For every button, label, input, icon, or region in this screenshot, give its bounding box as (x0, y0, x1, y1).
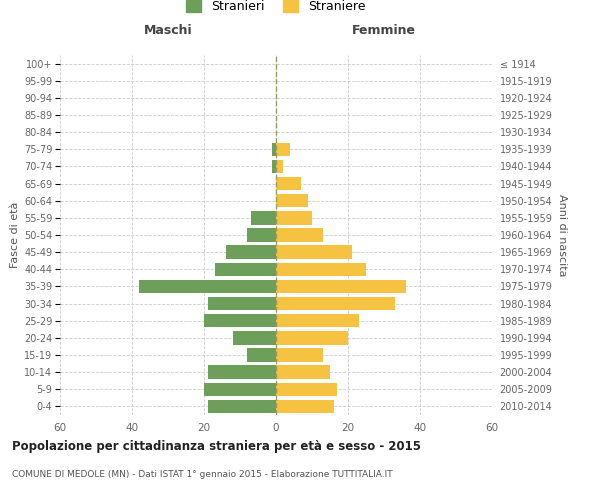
Bar (233, 331, 276, 344)
Bar (276, 211, 312, 224)
Bar (247, 228, 276, 241)
Text: Popolazione per cittadinanza straniera per età e sesso - 2015: Popolazione per cittadinanza straniera p… (12, 440, 421, 453)
Y-axis label: Anni di nascita: Anni di nascita (557, 194, 566, 276)
Bar (276, 280, 406, 293)
Bar (276, 314, 359, 328)
Bar (215, 262, 276, 276)
Bar (276, 160, 283, 173)
Bar (251, 211, 276, 224)
Bar (276, 297, 395, 310)
Bar (208, 400, 276, 413)
Text: Femmine: Femmine (352, 24, 416, 38)
Bar (276, 382, 337, 396)
Bar (139, 280, 276, 293)
Bar (276, 246, 352, 259)
Bar (276, 228, 323, 241)
Bar (276, 142, 290, 156)
Bar (276, 348, 323, 362)
Bar (276, 331, 348, 344)
Bar (208, 366, 276, 379)
Bar (276, 366, 330, 379)
Bar (272, 142, 276, 156)
Bar (204, 314, 276, 328)
Bar (247, 348, 276, 362)
Bar (226, 246, 276, 259)
Bar (276, 194, 308, 207)
Bar (272, 160, 276, 173)
Text: Maschi: Maschi (143, 24, 193, 38)
Y-axis label: Fasce di età: Fasce di età (10, 202, 20, 268)
Bar (276, 262, 366, 276)
Bar (204, 382, 276, 396)
Bar (276, 177, 301, 190)
Legend: Stranieri, Straniere: Stranieri, Straniere (182, 0, 370, 17)
Text: COMUNE DI MEDOLE (MN) - Dati ISTAT 1° gennaio 2015 - Elaborazione TUTTITALIA.IT: COMUNE DI MEDOLE (MN) - Dati ISTAT 1° ge… (12, 470, 392, 479)
Bar (208, 297, 276, 310)
Bar (276, 400, 334, 413)
